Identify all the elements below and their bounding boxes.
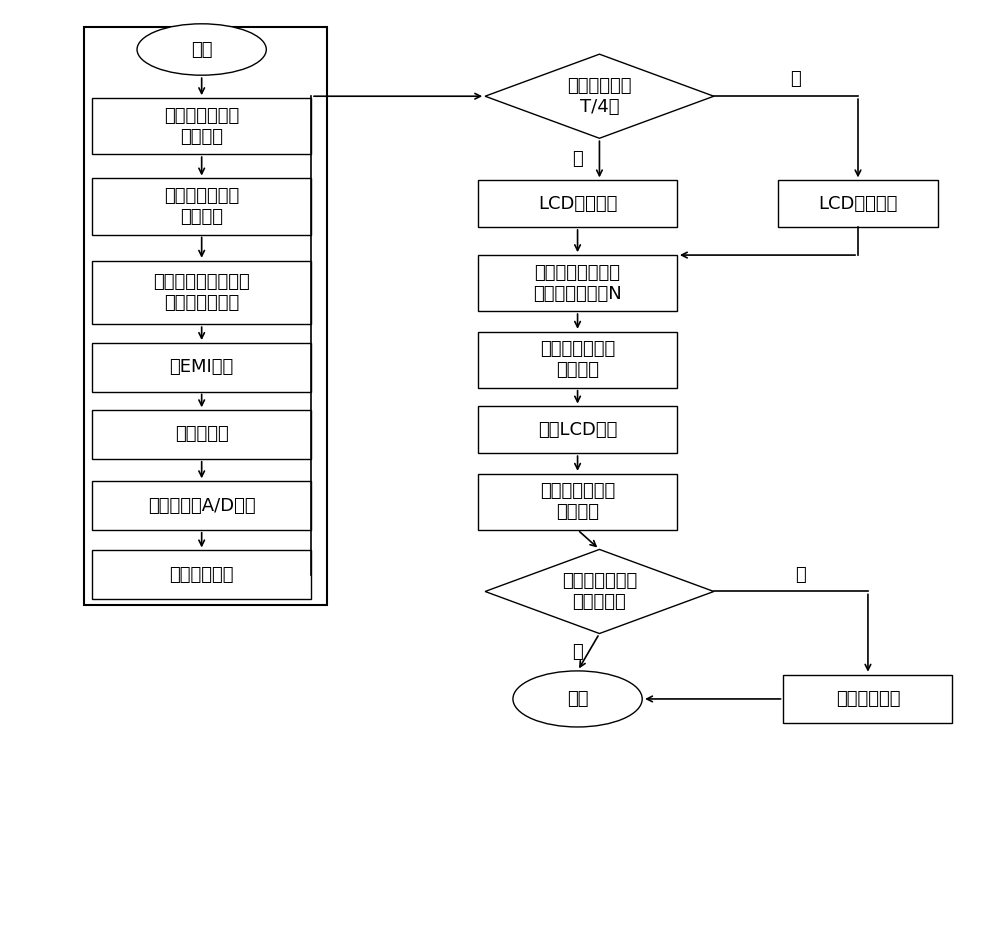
FancyBboxPatch shape <box>783 675 952 723</box>
FancyBboxPatch shape <box>84 27 327 604</box>
FancyBboxPatch shape <box>92 410 311 459</box>
FancyBboxPatch shape <box>92 550 311 599</box>
Text: 主路和副路A/D采样: 主路和副路A/D采样 <box>148 496 255 514</box>
Text: 设置伺服电机速
度和时间: 设置伺服电机速 度和时间 <box>164 107 239 146</box>
Text: 频压变换器: 频压变换器 <box>175 426 229 444</box>
FancyBboxPatch shape <box>478 332 677 388</box>
Polygon shape <box>485 55 714 138</box>
Text: 读取存储的伺服
电机速度: 读取存储的伺服 电机速度 <box>540 482 615 521</box>
Text: 给出校正方案: 给出校正方案 <box>836 690 900 708</box>
FancyBboxPatch shape <box>478 406 677 453</box>
Text: 判断正、反转: 判断正、反转 <box>169 566 234 584</box>
Text: 开始: 开始 <box>191 40 212 58</box>
Text: 对主路脉冲幅值变
化次数进行计数N: 对主路脉冲幅值变 化次数进行计数N <box>533 264 622 303</box>
FancyBboxPatch shape <box>478 180 677 227</box>
Text: 否: 否 <box>790 70 801 88</box>
FancyBboxPatch shape <box>478 255 677 311</box>
Text: 存储伺服电机速
度和时间: 存储伺服电机速 度和时间 <box>164 187 239 226</box>
Text: 电涡流速度传感脉冲
发生器产生脉冲: 电涡流速度传感脉冲 发生器产生脉冲 <box>153 273 250 312</box>
FancyBboxPatch shape <box>778 180 938 227</box>
Text: 送至LCD显示: 送至LCD显示 <box>538 421 617 439</box>
Ellipse shape <box>513 671 642 727</box>
Text: 否: 否 <box>795 566 806 584</box>
Text: 主路超前副路
T/4？: 主路超前副路 T/4？ <box>567 77 632 116</box>
Text: 求齿轮转过的路
程及速度: 求齿轮转过的路 程及速度 <box>540 340 615 379</box>
Text: LCD显示反转: LCD显示反转 <box>818 195 898 212</box>
FancyBboxPatch shape <box>92 179 311 234</box>
FancyBboxPatch shape <box>92 260 311 324</box>
FancyBboxPatch shape <box>92 481 311 530</box>
FancyBboxPatch shape <box>92 98 311 154</box>
Text: 是: 是 <box>572 150 583 168</box>
Text: LCD显示正传: LCD显示正传 <box>538 195 617 212</box>
FancyBboxPatch shape <box>92 343 311 391</box>
Text: 防EMI处理: 防EMI处理 <box>170 358 234 376</box>
Text: 比较速度误差，
是否合格？: 比较速度误差， 是否合格？ <box>562 572 637 611</box>
Polygon shape <box>485 549 714 634</box>
Text: 是: 是 <box>572 643 583 661</box>
Text: 结束: 结束 <box>567 690 588 708</box>
FancyBboxPatch shape <box>478 474 677 530</box>
Ellipse shape <box>137 24 266 75</box>
